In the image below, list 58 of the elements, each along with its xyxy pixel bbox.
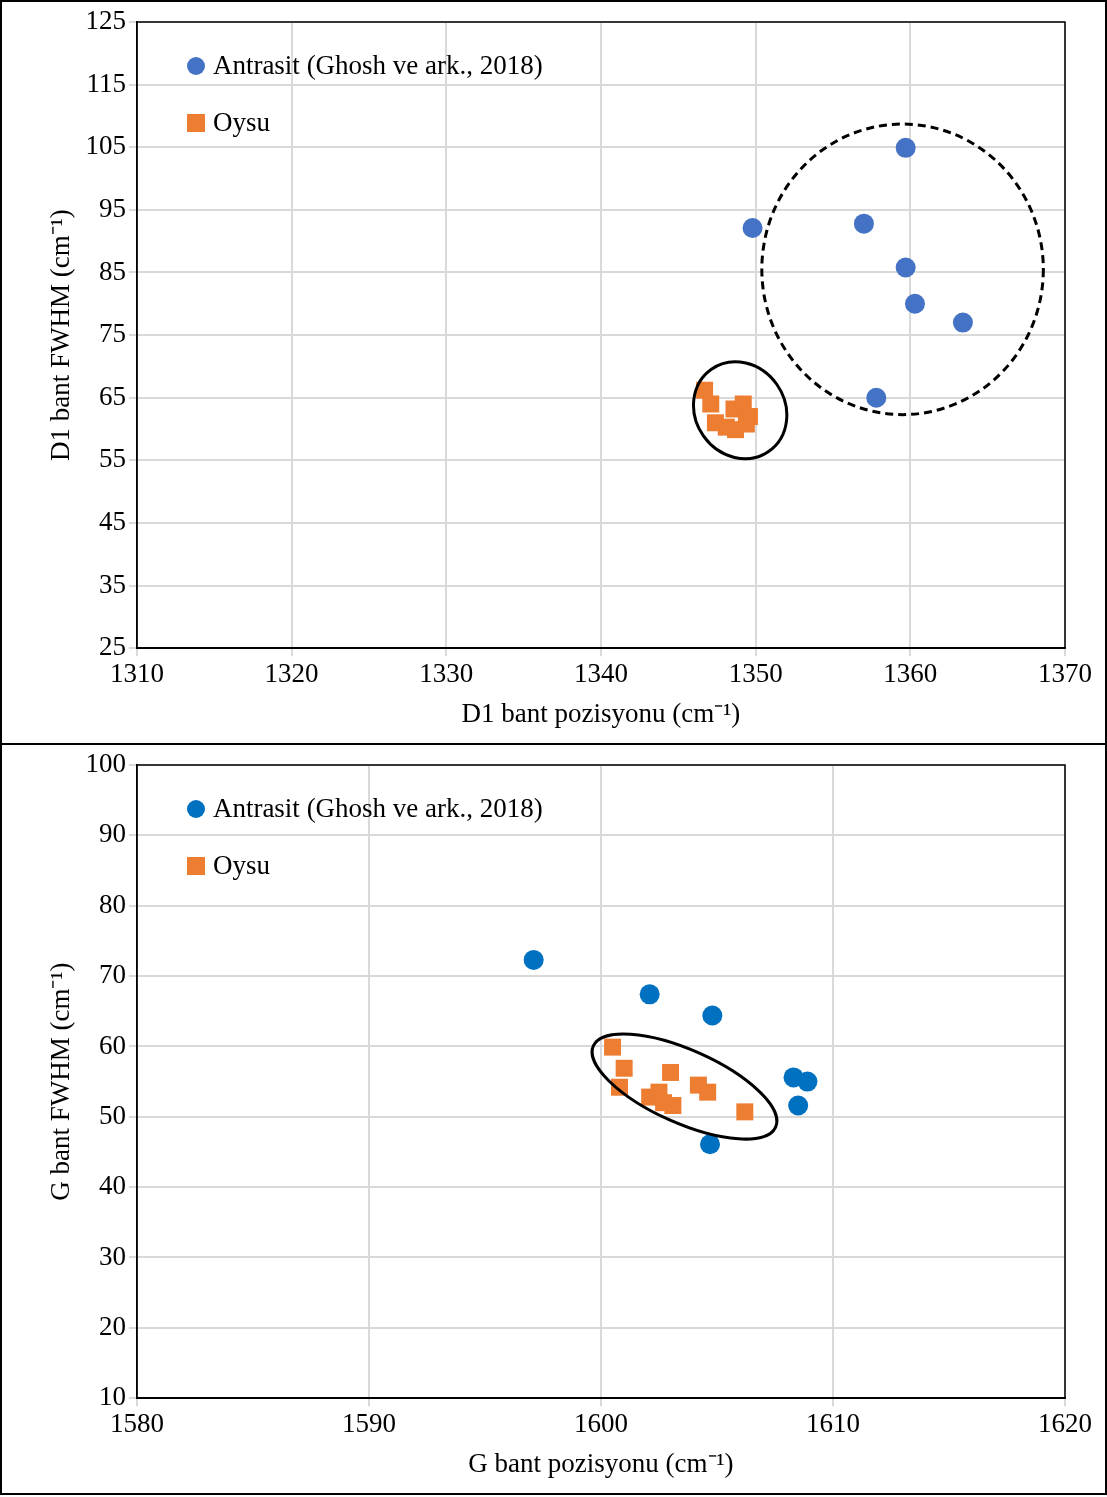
y-tick-label: 90	[98, 818, 126, 849]
y-tick-label: 35	[98, 568, 126, 599]
y-tick-label: 60	[98, 1029, 126, 1060]
point	[736, 1103, 754, 1121]
legend-label: Antrasit (Ghosh ve ark., 2018)	[212, 793, 543, 824]
point	[702, 1005, 723, 1026]
point	[604, 1038, 622, 1056]
point	[904, 293, 925, 314]
point	[523, 949, 544, 970]
y-tick-label: 40	[98, 1170, 126, 1201]
x-tick-label: 1330	[419, 658, 474, 689]
y-tick-label: 115	[86, 67, 126, 98]
point	[853, 213, 874, 234]
x-tick-label: 1320	[264, 658, 319, 689]
point	[895, 137, 916, 158]
y-tick-label: 75	[98, 318, 126, 349]
y-axis-title: D1 bant FWHM (cm⁻¹)	[45, 209, 76, 462]
y-tick-label: 70	[98, 959, 126, 990]
y-tick-label: 50	[98, 1099, 126, 1130]
y-tick-label: 105	[85, 130, 126, 161]
point	[895, 257, 916, 278]
x-tick-label: 1370	[1038, 658, 1092, 689]
y-axis-title: G bant FWHM (cm⁻¹)	[45, 962, 76, 1201]
x-tick-label: 1610	[805, 1408, 860, 1439]
point	[639, 984, 660, 1005]
x-tick-label: 1600	[573, 1408, 628, 1439]
y-tick-label: 65	[98, 380, 126, 411]
x-tick-label: 1360	[883, 658, 938, 689]
point	[615, 1059, 633, 1077]
x-tick-label: 1590	[341, 1408, 396, 1439]
y-tick-label: 45	[98, 506, 126, 537]
x-tick-label: 1350	[728, 658, 783, 689]
point	[952, 312, 973, 333]
legend-label: Antrasit (Ghosh ve ark., 2018)	[212, 50, 543, 81]
x-axis-title: G bant pozisyonu (cm⁻¹)	[468, 1447, 734, 1478]
point	[702, 395, 720, 413]
y-tick-label: 80	[98, 888, 126, 919]
y-tick-label: 20	[98, 1310, 126, 1341]
x-axis-title: D1 bant pozisyonu (cm⁻¹)	[461, 697, 741, 728]
point	[788, 1095, 809, 1116]
point	[742, 218, 763, 239]
y-tick-label: 55	[98, 443, 126, 474]
x-tick-label: 1620	[1038, 1408, 1092, 1439]
point	[655, 1094, 673, 1112]
legend-label: Oysu	[212, 107, 270, 138]
x-tick-label: 1340	[573, 658, 628, 689]
y-tick-label: 95	[98, 192, 126, 223]
point	[662, 1063, 680, 1081]
point	[700, 1134, 720, 1155]
y-tick-label: 85	[98, 255, 126, 286]
point	[727, 421, 745, 439]
point	[866, 387, 887, 408]
point	[699, 1083, 717, 1101]
y-tick-label: 30	[98, 1240, 126, 1271]
legend-label: Oysu	[212, 850, 270, 881]
y-tick-label: 125	[85, 5, 126, 36]
y-tick-label: 100	[85, 748, 126, 779]
point	[797, 1071, 818, 1092]
